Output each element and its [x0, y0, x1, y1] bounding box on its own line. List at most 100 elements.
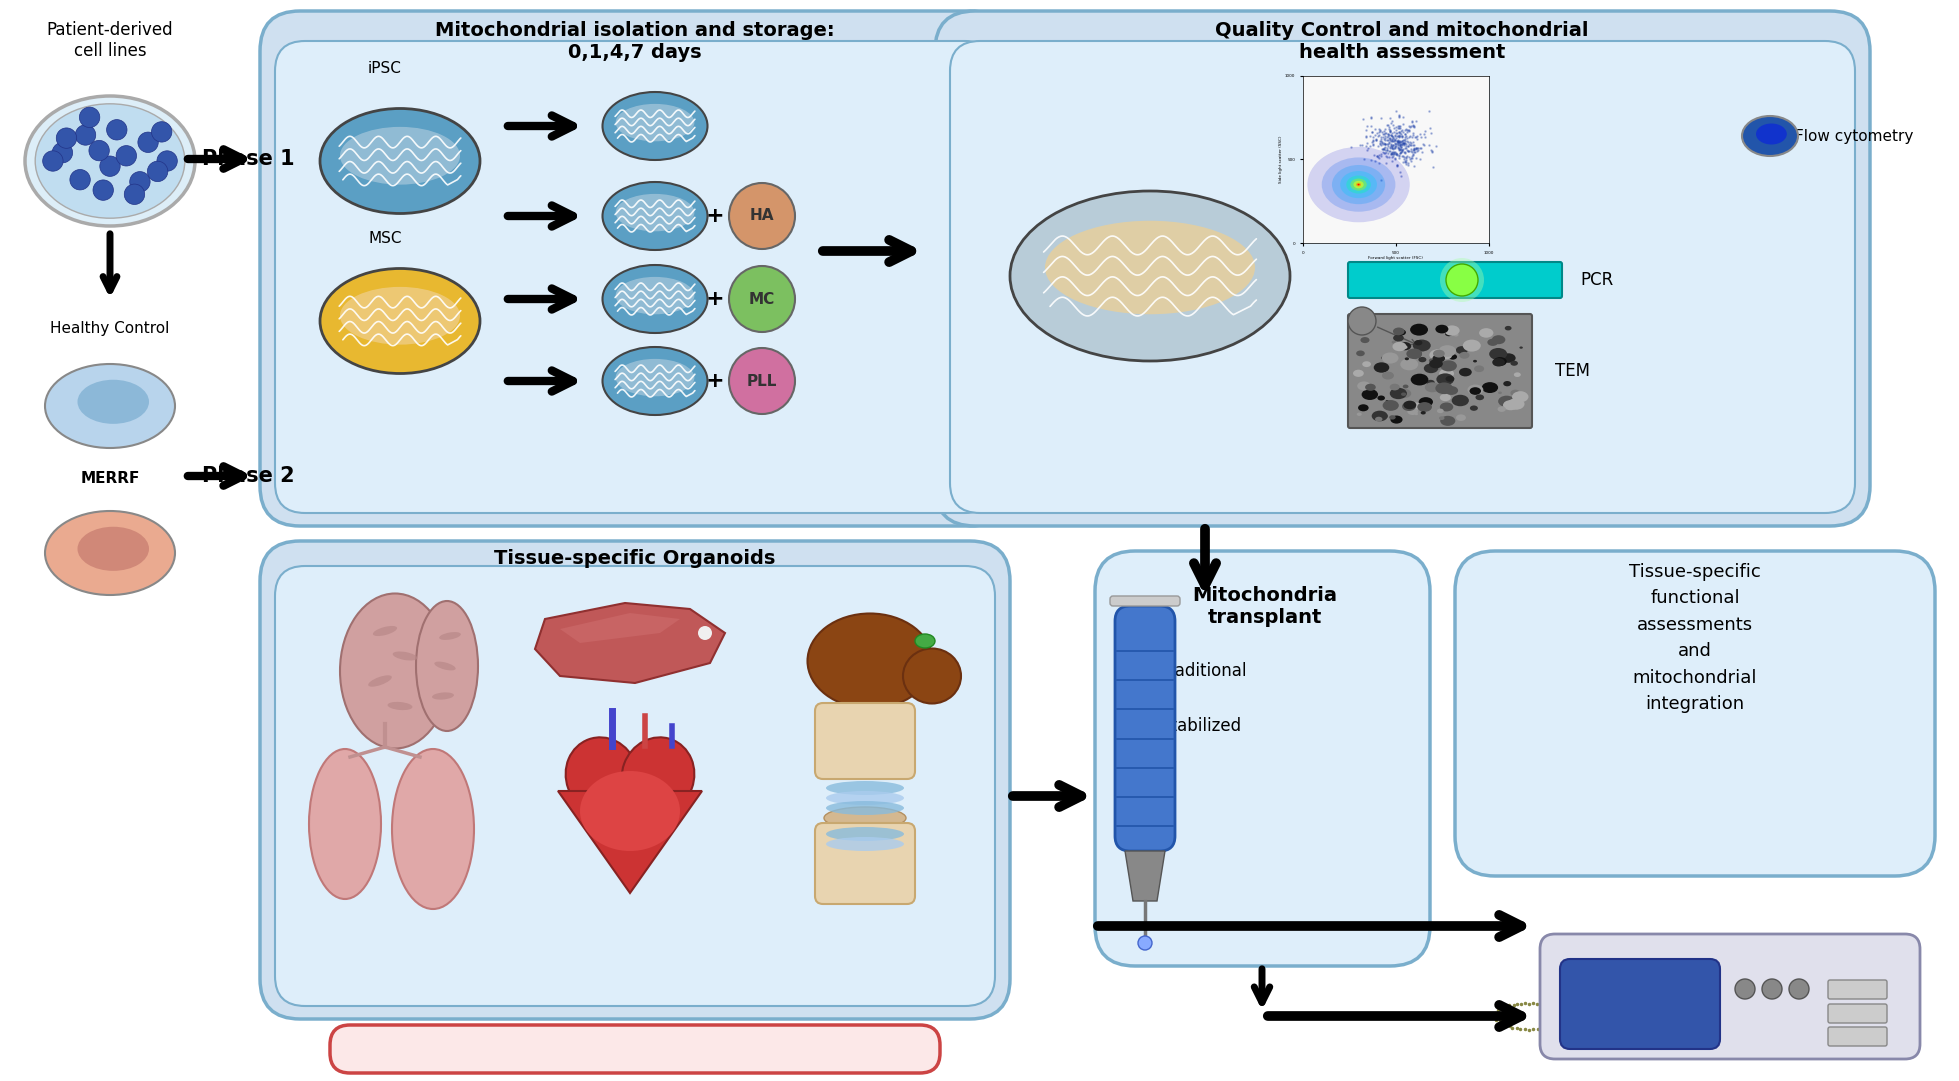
FancyBboxPatch shape — [950, 41, 1855, 513]
FancyBboxPatch shape — [1828, 1004, 1887, 1023]
Text: +: + — [705, 371, 725, 391]
Ellipse shape — [1440, 360, 1457, 372]
Ellipse shape — [1520, 346, 1522, 349]
Ellipse shape — [807, 614, 932, 708]
Text: • Traditional: • Traditional — [1144, 662, 1246, 680]
Ellipse shape — [1742, 116, 1798, 156]
Ellipse shape — [1493, 358, 1505, 366]
Ellipse shape — [368, 676, 392, 686]
Ellipse shape — [1381, 357, 1385, 359]
Text: MC: MC — [748, 292, 776, 307]
Circle shape — [123, 184, 145, 204]
Ellipse shape — [1371, 411, 1387, 422]
FancyBboxPatch shape — [1095, 551, 1430, 966]
Circle shape — [92, 179, 114, 200]
Ellipse shape — [1358, 382, 1371, 390]
Ellipse shape — [1501, 353, 1516, 363]
Ellipse shape — [1755, 123, 1787, 145]
FancyBboxPatch shape — [261, 540, 1011, 1019]
Ellipse shape — [439, 632, 460, 640]
Ellipse shape — [1362, 389, 1377, 400]
Ellipse shape — [1489, 348, 1506, 360]
Text: Quality Control and mitochondrial
health assessment: Quality Control and mitochondrial health… — [1215, 21, 1589, 62]
Ellipse shape — [1426, 379, 1434, 386]
Ellipse shape — [1377, 396, 1385, 401]
Ellipse shape — [1397, 330, 1407, 335]
Ellipse shape — [615, 277, 693, 315]
Ellipse shape — [1391, 415, 1403, 424]
Ellipse shape — [1356, 350, 1365, 357]
Ellipse shape — [1512, 391, 1528, 402]
FancyBboxPatch shape — [1348, 262, 1561, 298]
Ellipse shape — [1410, 323, 1428, 335]
Ellipse shape — [603, 265, 707, 333]
Circle shape — [147, 161, 168, 182]
Ellipse shape — [1397, 345, 1401, 347]
Circle shape — [1348, 307, 1375, 335]
Ellipse shape — [1438, 409, 1444, 413]
Ellipse shape — [1410, 374, 1428, 386]
Ellipse shape — [1516, 391, 1526, 398]
Ellipse shape — [1403, 401, 1416, 410]
Circle shape — [1736, 979, 1755, 999]
Ellipse shape — [1436, 324, 1448, 333]
Ellipse shape — [392, 652, 417, 660]
Ellipse shape — [1424, 383, 1440, 392]
FancyBboxPatch shape — [815, 703, 915, 779]
Ellipse shape — [1473, 360, 1477, 362]
Polygon shape — [535, 603, 725, 683]
Ellipse shape — [1467, 385, 1483, 396]
Ellipse shape — [1391, 341, 1397, 344]
Ellipse shape — [1412, 339, 1430, 351]
Ellipse shape — [1383, 400, 1399, 411]
Ellipse shape — [1456, 414, 1465, 421]
Ellipse shape — [827, 791, 903, 805]
Ellipse shape — [1497, 406, 1506, 412]
Ellipse shape — [1373, 362, 1389, 373]
Ellipse shape — [1401, 392, 1407, 396]
Text: Flow cytometry: Flow cytometry — [1794, 129, 1914, 144]
Circle shape — [1789, 979, 1808, 999]
Ellipse shape — [1418, 397, 1432, 406]
Ellipse shape — [1505, 325, 1512, 331]
Ellipse shape — [1430, 359, 1444, 369]
Circle shape — [729, 266, 795, 332]
Ellipse shape — [1463, 339, 1481, 351]
Ellipse shape — [1414, 413, 1418, 415]
Ellipse shape — [1044, 221, 1256, 315]
Ellipse shape — [433, 693, 454, 699]
Ellipse shape — [1405, 358, 1409, 360]
Ellipse shape — [319, 108, 480, 214]
Text: Phase 2: Phase 2 — [202, 466, 294, 486]
Ellipse shape — [1416, 381, 1420, 384]
Ellipse shape — [1414, 341, 1422, 346]
Ellipse shape — [825, 808, 905, 829]
Ellipse shape — [1469, 387, 1481, 395]
Circle shape — [116, 146, 137, 166]
Ellipse shape — [827, 780, 903, 795]
Text: • Stabilized: • Stabilized — [1144, 717, 1242, 735]
FancyBboxPatch shape — [1456, 551, 1935, 876]
Ellipse shape — [1481, 382, 1499, 393]
Ellipse shape — [1420, 411, 1426, 414]
Ellipse shape — [341, 286, 460, 345]
Circle shape — [729, 183, 795, 249]
Ellipse shape — [1506, 398, 1524, 410]
Polygon shape — [1124, 851, 1166, 900]
Ellipse shape — [1446, 331, 1454, 336]
Ellipse shape — [1487, 338, 1499, 346]
Circle shape — [129, 172, 151, 192]
FancyBboxPatch shape — [815, 823, 915, 904]
FancyBboxPatch shape — [1115, 606, 1175, 851]
Ellipse shape — [45, 364, 174, 448]
Ellipse shape — [1499, 396, 1514, 406]
Ellipse shape — [1403, 385, 1409, 388]
Ellipse shape — [341, 126, 460, 185]
Ellipse shape — [1362, 361, 1371, 368]
Ellipse shape — [1436, 373, 1454, 385]
Ellipse shape — [1459, 352, 1469, 359]
Text: iPSC: iPSC — [368, 61, 402, 76]
Text: Healthy Control: Healthy Control — [51, 321, 170, 336]
Ellipse shape — [603, 182, 707, 250]
Ellipse shape — [1424, 404, 1432, 410]
